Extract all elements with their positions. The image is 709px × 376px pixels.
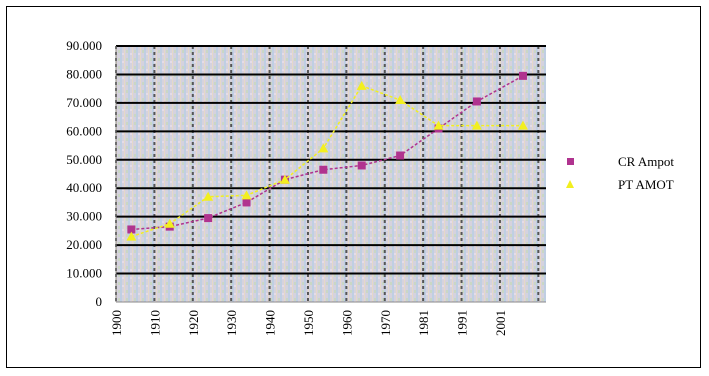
data-point [395, 95, 406, 105]
data-point [164, 218, 175, 228]
plot-area [116, 46, 546, 302]
data-point [127, 225, 136, 234]
data-point [472, 97, 481, 106]
x-tick-label: 1930 [224, 310, 239, 336]
data-point [471, 120, 482, 130]
data-point [357, 161, 366, 170]
x-tick-label: 1910 [147, 310, 162, 336]
x-tick-label: 1991 [455, 310, 470, 336]
x-tick-label: 1900 [109, 310, 124, 336]
y-tick-label: 50.000 [66, 152, 102, 167]
x-tick-label: 1981 [416, 310, 431, 336]
legend-label: CR Ampot [618, 154, 674, 169]
y-tick-label: 10.000 [66, 266, 102, 281]
y-axis: 0 10.000 20.000 30.000 40.000 50.000 60.000 70.… [66, 38, 117, 309]
x-tick-label: 1920 [186, 310, 201, 336]
data-point [318, 143, 329, 153]
legend-marker [566, 180, 574, 188]
data-point [203, 191, 214, 201]
y-tick-label: 90.000 [66, 38, 102, 53]
x-tick-label: 1940 [263, 310, 278, 336]
y-tick-label: 60.000 [66, 123, 102, 138]
y-tick-label: 40.000 [66, 180, 102, 195]
x-tick-label: 2001 [493, 310, 508, 336]
horizontal-gridlines [116, 45, 546, 275]
x-axis: 1900 1910 1920 1930 1940 1950 1960 1970 1981 1991… [109, 301, 546, 336]
y-tick-label: 20.000 [66, 237, 102, 252]
y-tick-label: 0 [96, 294, 103, 309]
x-tick-label: 1950 [301, 310, 316, 336]
y-tick-label: 30.000 [66, 209, 102, 224]
legend-marker [567, 158, 574, 165]
data-point [433, 120, 444, 130]
y-tick-label: 80.000 [66, 66, 102, 81]
y-tick-label: 70.000 [66, 95, 102, 110]
data-point [241, 190, 252, 200]
x-tick-label: 1970 [378, 310, 393, 336]
data-point [204, 214, 213, 223]
data-point [517, 120, 528, 130]
x-tick-label: 1960 [339, 310, 354, 336]
series-layer [126, 71, 528, 241]
data-point [242, 198, 251, 207]
legend-label: PT AMOT [618, 177, 674, 192]
data-point [356, 80, 367, 90]
data-point [279, 174, 290, 184]
data-point [126, 231, 137, 241]
legend: CR Ampot PT AMOT [566, 154, 674, 192]
data-point [319, 165, 328, 174]
data-point [518, 71, 527, 80]
data-point [396, 151, 405, 160]
